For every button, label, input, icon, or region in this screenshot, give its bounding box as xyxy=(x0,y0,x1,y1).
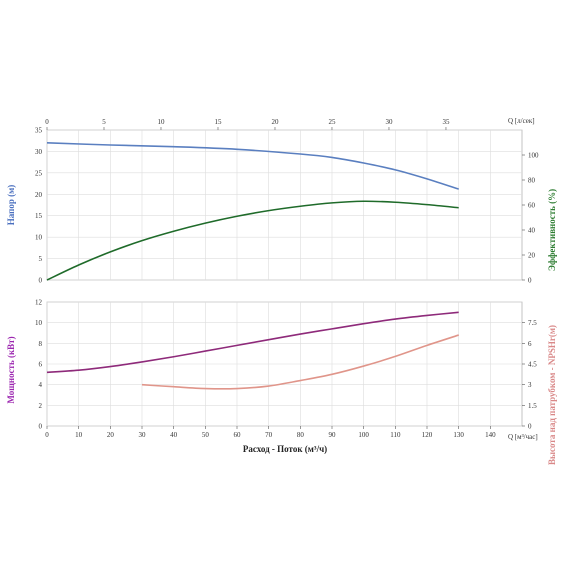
head-axis-title: Напор (м) xyxy=(6,185,16,225)
head-tick-label: 35 xyxy=(35,127,43,135)
series-lines xyxy=(46,142,459,390)
head-tick-label: 25 xyxy=(35,169,43,177)
x-tick-label: 30 xyxy=(139,431,147,439)
efficiency-tick-label: 100 xyxy=(528,152,539,160)
efficiency-tick-label: 0 xyxy=(528,277,532,285)
npsh-tick-label: 7.5 xyxy=(528,319,537,327)
x-tick-label: 110 xyxy=(390,431,401,439)
power-curve xyxy=(46,311,459,374)
x-tick-label: 90 xyxy=(329,431,337,439)
head-tick-label: 15 xyxy=(35,212,43,220)
head-tick-label: 0 xyxy=(39,277,43,285)
grid-lines xyxy=(46,129,522,427)
top-axis-tick-label: 25 xyxy=(328,118,336,126)
npsh-axis-title: Высота над патрубком - NPSHr(м) xyxy=(547,325,557,465)
npsh-tick-label: 6 xyxy=(528,340,532,348)
power-tick-label: 6 xyxy=(39,361,43,369)
x-unit-label: Q [м³/час] xyxy=(508,433,538,441)
x-tick-label: 0 xyxy=(45,431,49,439)
chart-frames xyxy=(46,129,523,427)
top-axis-tick-label: 5 xyxy=(102,118,106,126)
top-axis-tick-label: 35 xyxy=(442,118,450,126)
head-tick-label: 10 xyxy=(35,234,43,242)
x-tick-label: 100 xyxy=(358,431,369,439)
top-axis-tick-label: 30 xyxy=(385,118,393,126)
head-tick-label: 20 xyxy=(35,191,43,199)
head-curve xyxy=(46,142,459,190)
power-tick-label: 0 xyxy=(39,423,43,431)
x-tick-label: 80 xyxy=(297,431,305,439)
power-tick-label: 2 xyxy=(39,402,43,410)
top-axis-tick-label: 10 xyxy=(157,118,165,126)
npsh-tick-label: 3 xyxy=(528,381,532,389)
x-tick-label: 40 xyxy=(170,431,178,439)
head-tick-label: 30 xyxy=(35,148,43,156)
x-tick-label: 140 xyxy=(485,431,496,439)
power-tick-label: 10 xyxy=(35,319,43,327)
efficiency-tick-label: 60 xyxy=(528,202,536,210)
head-tick-label: 5 xyxy=(39,255,43,263)
npsh-tick-label: 0 xyxy=(528,423,532,431)
x-tick-label: 20 xyxy=(107,431,115,439)
top-axis-unit-label: Q [л/сек] xyxy=(508,117,535,125)
power-tick-label: 4 xyxy=(39,381,43,389)
x-tick-label: 10 xyxy=(75,431,83,439)
efficiency-curve xyxy=(46,200,459,281)
npsh-tick-label: 4.5 xyxy=(528,361,537,369)
x-tick-label: 70 xyxy=(265,431,273,439)
power-axis-title: Мощность (кВт) xyxy=(6,336,16,403)
power-tick-label: 12 xyxy=(35,299,43,307)
x-axis-title: Расход - Поток (м³/ч) xyxy=(243,444,327,454)
efficiency-tick-label: 20 xyxy=(528,252,536,260)
efficiency-tick-label: 40 xyxy=(528,227,536,235)
x-tick-label: 50 xyxy=(202,431,210,439)
x-tick-label: 130 xyxy=(453,431,464,439)
x-tick-label: 60 xyxy=(234,431,242,439)
npsh-curve xyxy=(141,334,459,390)
x-tick-label: 120 xyxy=(422,431,433,439)
efficiency-axis-title: Эффективность (%) xyxy=(547,189,557,271)
npsh-tick-label: 1.5 xyxy=(528,402,537,410)
power-tick-label: 8 xyxy=(39,340,43,348)
top-axis-tick-label: 15 xyxy=(214,118,222,126)
axis-labels: Расход - Поток (м³/ч) Q [м³/час] Q [л/се… xyxy=(6,117,557,465)
top-axis-tick-label: 0 xyxy=(45,118,49,126)
top-axis-tick-label: 20 xyxy=(271,118,279,126)
efficiency-tick-label: 80 xyxy=(528,177,536,185)
